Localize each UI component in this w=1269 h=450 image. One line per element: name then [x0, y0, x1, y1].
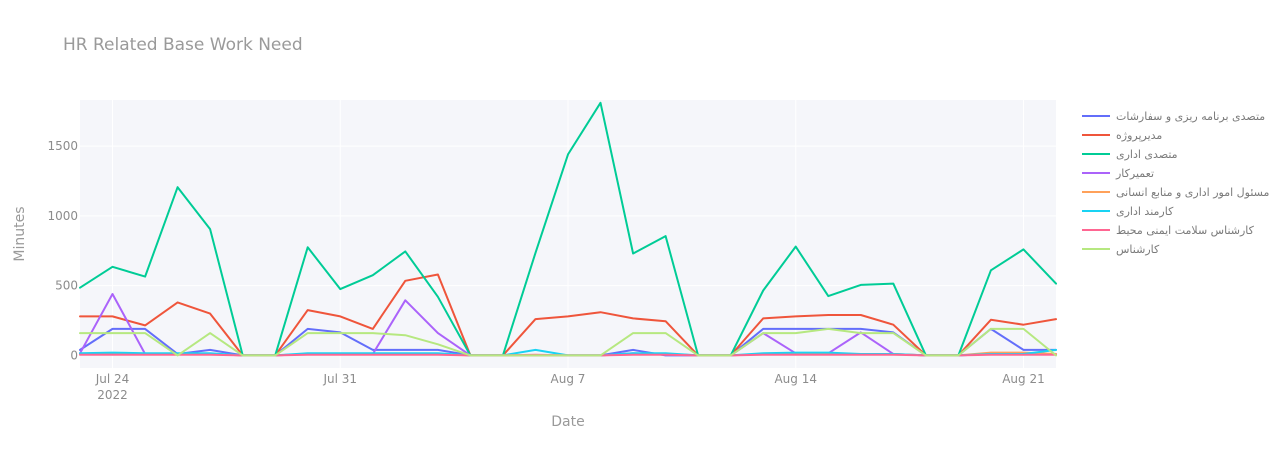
x-axis-title: Date: [551, 414, 584, 430]
legend-label: مدیرپروژه: [1116, 129, 1162, 142]
y-axis-title: Minutes: [12, 206, 28, 261]
x-axis-ticks: Jul 24 2022 Jul 31 Aug 7 Aug 14 Aug 21: [95, 372, 1045, 402]
legend-label: کارشناس سلامت ایمنی محیط: [1116, 224, 1255, 237]
legend-label: کارشناس: [1116, 243, 1160, 256]
x-tick-label: Aug 21: [1002, 372, 1045, 386]
legend-item[interactable]: کارمند اداری: [1082, 205, 1174, 218]
x-tick-sublabel: 2022: [97, 388, 128, 402]
y-tick-label: 500: [55, 279, 78, 293]
x-tick-label: Jul 24: [95, 372, 130, 386]
legend[interactable]: متصدی برنامه ریزی و سفارشات مدیرپروژه متصد…: [1082, 110, 1269, 256]
legend-label: متصدی برنامه ریزی و سفارشات: [1116, 110, 1265, 123]
legend-label: متصدی اداری: [1116, 148, 1178, 161]
x-gridlines: [112, 100, 1024, 368]
legend-item[interactable]: کارشناس سلامت ایمنی محیط: [1082, 224, 1255, 237]
y-axis-ticks: 0 500 1000 1500: [47, 139, 78, 362]
y-tick-label: 1500: [47, 139, 78, 153]
legend-item[interactable]: تعمیرکار: [1082, 167, 1154, 180]
chart-title: HR Related Base Work Need: [63, 35, 303, 55]
x-tick-label: Aug 14: [774, 372, 817, 386]
legend-item[interactable]: مسئول امور اداری و منابع انسانی: [1082, 186, 1269, 199]
legend-label: مسئول امور اداری و منابع انسانی: [1116, 186, 1269, 199]
legend-item[interactable]: مدیرپروژه: [1082, 129, 1162, 142]
y-tick-label: 0: [70, 348, 78, 362]
series-line[interactable]: [79, 327, 1057, 357]
y-tick-label: 1000: [47, 209, 78, 223]
x-tick-label: Aug 7: [551, 372, 586, 386]
x-tick-label: Jul 31: [322, 372, 357, 386]
series-lines: [79, 101, 1057, 357]
legend-item[interactable]: متصدی برنامه ریزی و سفارشات: [1082, 110, 1265, 123]
legend-label: کارمند اداری: [1116, 205, 1174, 218]
legend-label: تعمیرکار: [1115, 167, 1154, 180]
legend-item[interactable]: کارشناس: [1082, 243, 1160, 256]
legend-item[interactable]: متصدی اداری: [1082, 148, 1178, 161]
